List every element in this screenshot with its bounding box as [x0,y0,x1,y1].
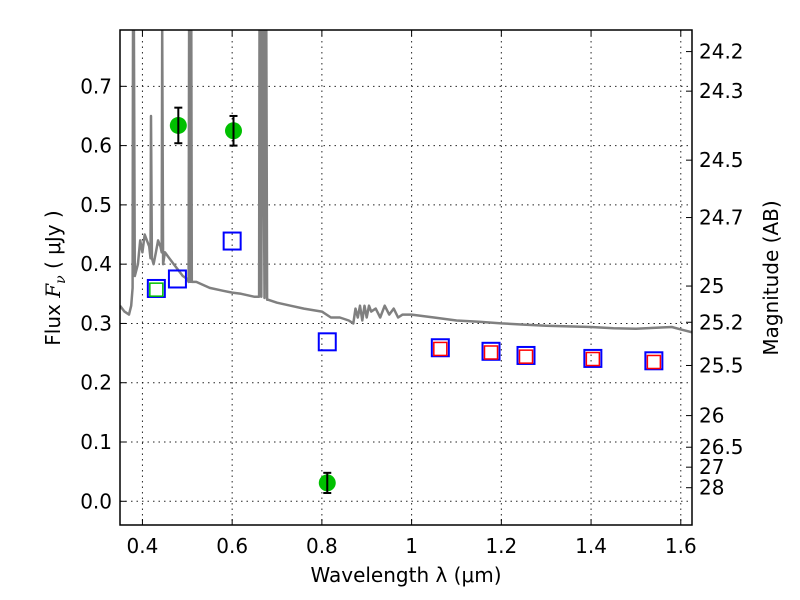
y-tick-label: 0.5 [80,193,112,217]
y-tick-label: 0.0 [80,489,112,513]
y-tick-label: 0.2 [80,371,112,395]
y2-tick-label: 26.5 [699,435,744,459]
model-photometry-red-marker [518,349,534,364]
plot-area [120,30,692,494]
y-tick-label: 0.1 [80,430,112,454]
y2-tick-label: 25.5 [699,353,744,377]
x-tick-label: 0.4 [127,534,159,558]
model-photometry-blue-marker [516,345,536,365]
y2-axis-label: Magnitude (AB) [759,200,783,355]
x-tick-label: 1.4 [575,534,607,558]
model-photometry-blue-marker [430,338,450,358]
y-tick-label: 0.7 [80,74,112,98]
y2-tick-label: 24.3 [699,79,744,103]
model-photometry-blue-marker [644,351,664,371]
y2-tick-label: 25 [699,274,724,298]
y-label-subscript: ν [53,275,69,284]
model-photometry-blue-marker [583,348,603,368]
spectrum-layer [120,30,692,334]
model-photometry-blue-marker [317,332,337,352]
model-photometry-red-marker [433,341,448,357]
y2-tick-label: 27 [699,455,724,479]
model-photometry-blue-marker [481,341,501,361]
x-axis-label: Wavelength λ (μm) [310,563,501,587]
plot-frame [119,29,693,526]
y-label-symbol: F [41,283,65,299]
x-tick-label: 1.6 [665,534,697,558]
x-tick-label: 1 [405,534,418,558]
x-tick-label: 0.8 [306,534,338,558]
model-photometry-blue-marker [167,269,187,289]
y-label-prefix: Flux [41,298,65,346]
x-tick-label: 0.6 [216,534,248,558]
y-axis-ticks: 0.0 0.1 0.2 0.3 0.4 0.5 0.6 0.7 [80,74,126,513]
y-axis-label: Flux Fν ( μJy ) [41,210,69,345]
model-photometry-blue-marker [146,278,166,298]
model-photometry-red-marker [585,351,601,367]
y2-tick-label: 24.7 [699,206,744,230]
y-tick-label: 0.3 [80,311,112,335]
y-tick-label: 0.4 [80,252,112,276]
y2-tick-label: 24.5 [699,148,744,172]
y2-tick-label: 25.2 [699,310,744,334]
model-photometry-red-marker [646,354,662,370]
y2-tick-label: 24.2 [699,40,744,64]
x-tick-label: 1.2 [485,534,517,558]
model-photometry-red-marker [483,345,499,360]
y2-tick-label: 28 [699,476,724,500]
model-photometry-green-marker [149,282,164,297]
y-label-suffix: ( μJy ) [41,210,65,275]
marker-layer [146,106,664,494]
y-tick-label: 0.6 [80,134,112,158]
model-spectrum-line [120,30,692,334]
grid [120,30,692,525]
model-photometry-blue-marker [222,231,242,251]
y2-tick-label: 26 [699,404,724,428]
x-axis-ticks: 0.4 0.6 0.8 1 1.2 1.4 1.6 [127,30,697,558]
